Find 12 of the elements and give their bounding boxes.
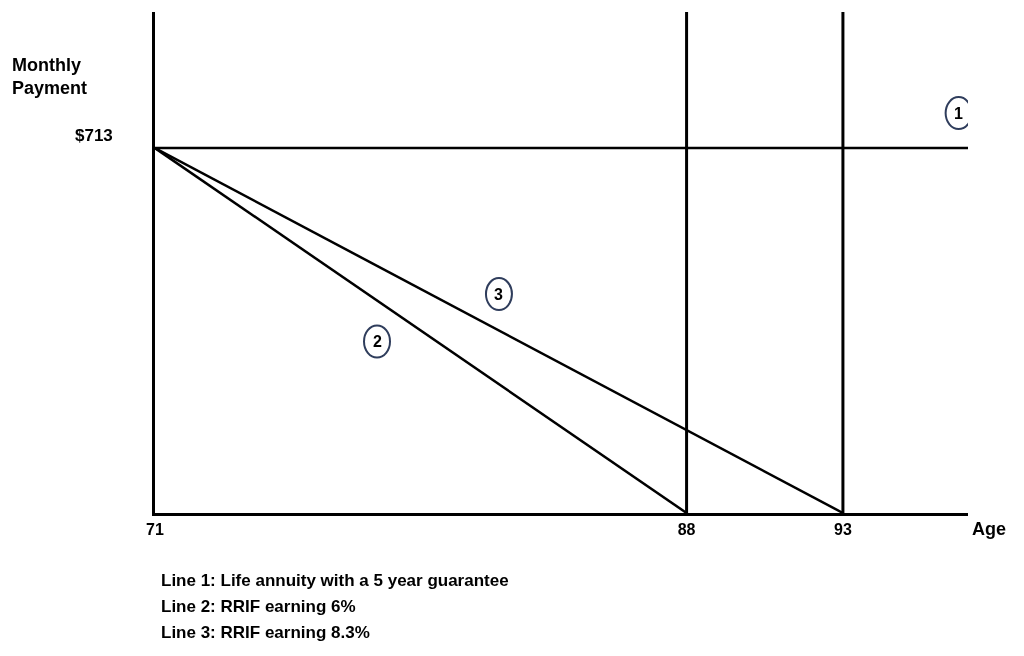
- annotation: 1: [954, 105, 963, 122]
- x-tick-label: 71: [146, 521, 164, 539]
- x-axis-title: Age: [972, 519, 1007, 539]
- annotation: $713: [75, 126, 113, 145]
- annotation: 3: [494, 286, 503, 303]
- annotation: 2: [373, 333, 382, 350]
- x-tick-label: 93: [834, 521, 852, 539]
- text: Line 1: Life annuity with a 5 year guarantee: [161, 571, 509, 590]
- x-tick-label: 88: [677, 521, 696, 539]
- y-axis-title: Monthly Payment: [12, 55, 88, 99]
- text: Line 2: RRIF earning 6%: [161, 597, 356, 616]
- text: Line 3: RRIF earning 8.3%: [161, 623, 370, 642]
